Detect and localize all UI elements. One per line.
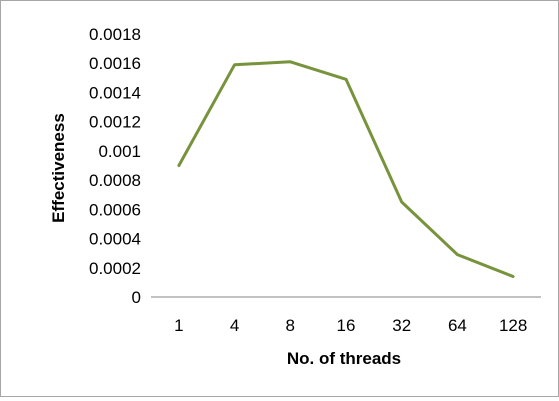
y-tick-label: 0.0018 bbox=[89, 25, 141, 44]
y-tick-label: 0.001 bbox=[98, 142, 141, 161]
x-tick-label: 4 bbox=[230, 316, 239, 335]
x-axis-ticks: 1 4 8 16 32 64 128 bbox=[174, 316, 527, 335]
y-tick-label: 0.0014 bbox=[89, 83, 141, 102]
x-tick-label: 32 bbox=[392, 316, 411, 335]
x-tick-label: 64 bbox=[448, 316, 467, 335]
y-tick-label: 0 bbox=[132, 288, 141, 307]
y-axis-ticks: 0 0.0002 0.0004 0.0006 0.0008 0.001 0.0012 0.00… bbox=[89, 25, 141, 307]
y-tick-label: 0.0016 bbox=[89, 54, 141, 73]
x-tick-label: 8 bbox=[286, 316, 295, 335]
x-axis-title: No. of threads bbox=[287, 349, 401, 368]
series-line bbox=[177, 60, 515, 278]
x-tick-label: 128 bbox=[499, 316, 527, 335]
y-tick-label: 0.0002 bbox=[89, 259, 141, 278]
y-axis-title: Effectiveness bbox=[49, 113, 68, 223]
x-tick-label: 16 bbox=[337, 316, 356, 335]
x-tick-label: 1 bbox=[174, 316, 183, 335]
y-tick-label: 0.0006 bbox=[89, 200, 141, 219]
y-tick-label: 0.0008 bbox=[89, 171, 141, 190]
y-tick-label: 0.0012 bbox=[89, 113, 141, 132]
y-tick-label: 0.0004 bbox=[89, 230, 141, 249]
